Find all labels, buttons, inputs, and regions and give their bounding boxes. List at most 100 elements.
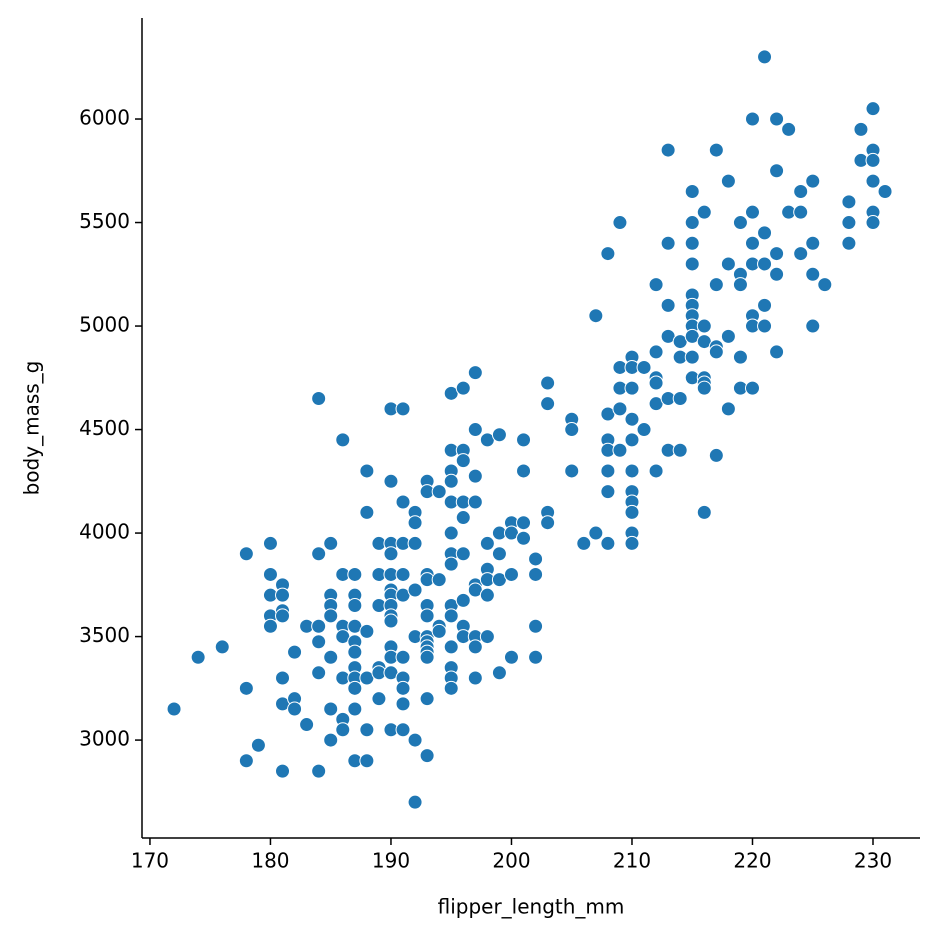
point (865, 101, 881, 117)
point (323, 701, 339, 717)
point (624, 535, 640, 551)
point (612, 401, 628, 417)
point (419, 691, 435, 707)
point (528, 551, 544, 567)
point (744, 204, 760, 220)
point (877, 183, 893, 199)
point (407, 732, 423, 748)
point (696, 204, 712, 220)
point (311, 618, 327, 634)
point (311, 546, 327, 562)
point (793, 246, 809, 262)
point (612, 442, 628, 458)
point (214, 639, 230, 655)
point (732, 215, 748, 231)
point (431, 484, 447, 500)
point (359, 722, 375, 738)
point (275, 608, 291, 624)
point (624, 504, 640, 520)
point (624, 432, 640, 448)
point (311, 665, 327, 681)
point (395, 696, 411, 712)
point (720, 256, 736, 272)
y-tick-label: 6000 (79, 106, 130, 130)
x-tick-label: 170 (131, 849, 169, 873)
point (769, 163, 785, 179)
point (383, 473, 399, 489)
point (479, 587, 495, 603)
y-tick-label: 3500 (79, 623, 130, 647)
point (612, 215, 628, 231)
point (708, 344, 724, 360)
point (769, 344, 785, 360)
point (359, 623, 375, 639)
point (865, 215, 881, 231)
point (467, 365, 483, 381)
point (648, 463, 664, 479)
point (660, 142, 676, 158)
point (166, 701, 182, 717)
point (323, 732, 339, 748)
point (769, 266, 785, 282)
point (407, 582, 423, 598)
point (347, 644, 363, 660)
point (359, 753, 375, 769)
point (491, 665, 507, 681)
point (853, 121, 869, 137)
point (407, 515, 423, 531)
point (347, 701, 363, 717)
point (443, 639, 459, 655)
point (516, 463, 532, 479)
point (503, 566, 519, 582)
point (262, 618, 278, 634)
point (648, 277, 664, 293)
y-axis-label: body_mass_g (20, 361, 44, 496)
point (841, 235, 857, 251)
point (636, 422, 652, 438)
point (817, 277, 833, 293)
point (757, 297, 773, 313)
point (696, 318, 712, 334)
point (732, 277, 748, 293)
point (660, 297, 676, 313)
point (708, 277, 724, 293)
point (467, 494, 483, 510)
point (672, 390, 688, 406)
point (467, 639, 483, 655)
point (769, 246, 785, 262)
point (443, 608, 459, 624)
point (455, 546, 471, 562)
point (262, 535, 278, 551)
y-tick-label: 4500 (79, 416, 130, 440)
point (696, 380, 712, 396)
point (793, 204, 809, 220)
point (335, 722, 351, 738)
x-tick-label: 200 (492, 849, 530, 873)
y-tick-label: 5000 (79, 313, 130, 337)
x-tick-label: 190 (372, 849, 410, 873)
point (708, 447, 724, 463)
point (347, 598, 363, 614)
point (600, 246, 616, 262)
point (335, 432, 351, 448)
point (865, 152, 881, 168)
point (588, 308, 604, 324)
point (455, 380, 471, 396)
point (467, 422, 483, 438)
point (624, 411, 640, 427)
point (238, 680, 254, 696)
point (516, 530, 532, 546)
point (757, 256, 773, 272)
point (841, 215, 857, 231)
point (359, 463, 375, 479)
point (491, 546, 507, 562)
point (684, 183, 700, 199)
point (636, 359, 652, 375)
point (528, 566, 544, 582)
point (323, 649, 339, 665)
point (865, 173, 881, 189)
point (624, 463, 640, 479)
point (443, 473, 459, 489)
point (769, 111, 785, 127)
